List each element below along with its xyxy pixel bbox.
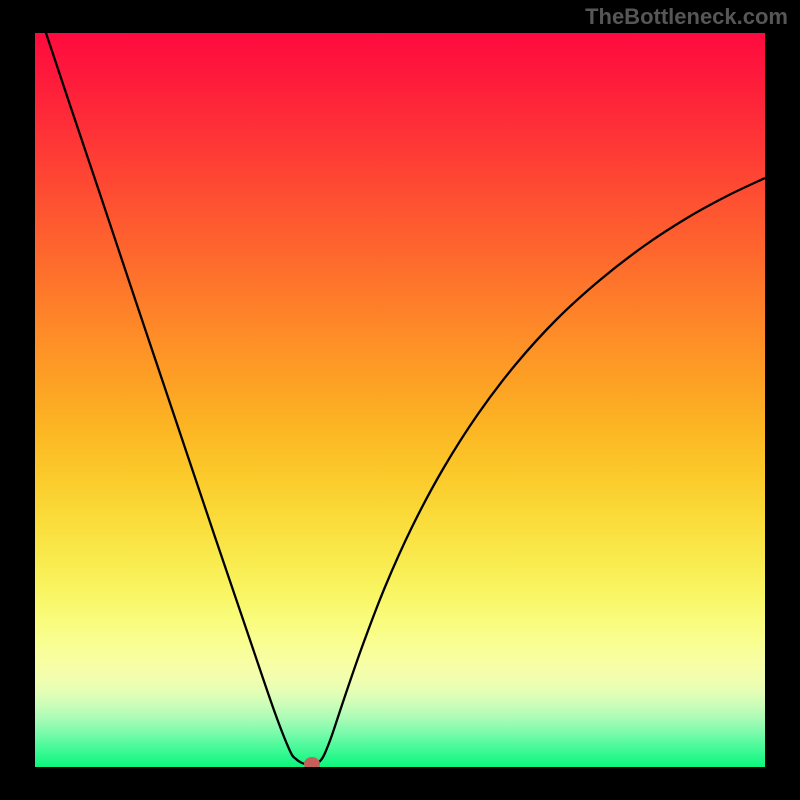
plot-background: [35, 33, 765, 767]
chart-svg: [0, 0, 800, 800]
watermark-text: TheBottleneck.com: [585, 4, 788, 30]
optimal-point-marker: [304, 757, 320, 771]
chart-root: { "watermark": { "text": "TheBottleneck.…: [0, 0, 800, 800]
